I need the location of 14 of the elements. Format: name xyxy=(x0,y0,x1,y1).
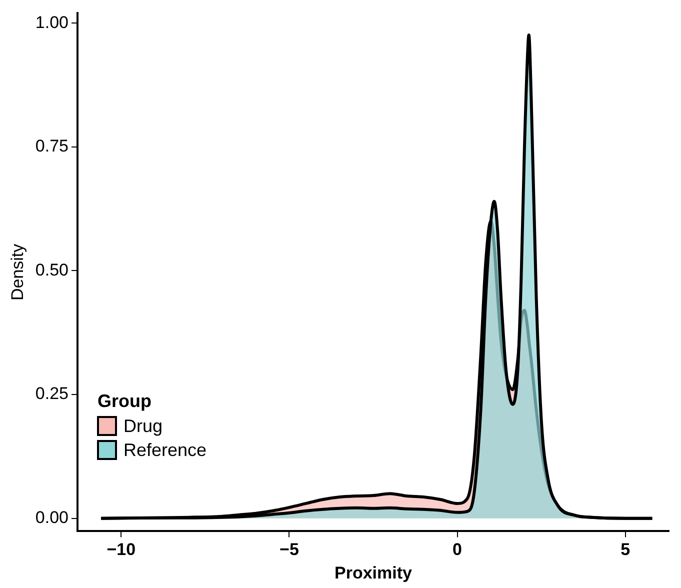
x-axis-title: Proximity xyxy=(334,563,413,582)
x-tick-label: −5 xyxy=(280,540,299,560)
y-axis-title: Density xyxy=(8,243,27,301)
x-tick-label: 5 xyxy=(620,540,630,560)
y-tick-label: 0.75 xyxy=(35,136,68,156)
legend-label: Drug xyxy=(123,416,162,437)
y-tick-label: 0.00 xyxy=(35,508,68,528)
y-tick-label: 0.50 xyxy=(35,260,68,280)
y-tick-label: 0.25 xyxy=(35,384,68,404)
legend-label: Reference xyxy=(123,440,207,461)
x-tick-label: 0 xyxy=(452,540,462,560)
legend-title: Group xyxy=(97,391,152,412)
y-tick-label: 1.00 xyxy=(35,12,68,32)
x-tick-label: −10 xyxy=(106,540,136,560)
